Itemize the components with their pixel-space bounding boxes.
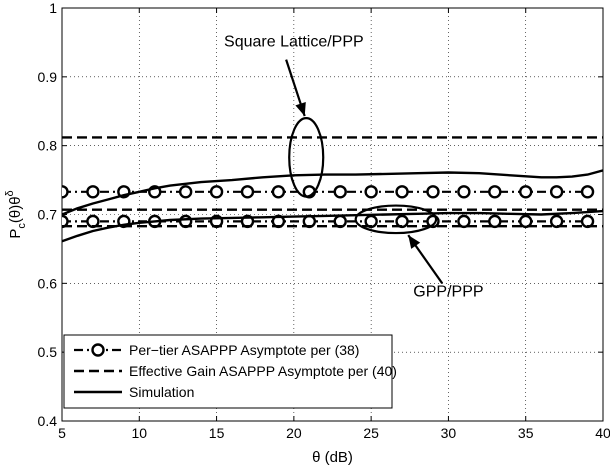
x-tick-label: 30	[441, 425, 457, 441]
y-tick-label: 1	[49, 0, 57, 16]
legend-layer: Per−tier ASAPPP Asymptote per (38) Effect…	[63, 334, 397, 409]
series-0-marker	[488, 214, 502, 229]
legend-label-1: Effective Gain ASAPPP Asymptote per (40)	[129, 363, 397, 379]
x-tick-label: 15	[209, 425, 225, 441]
series-0-marker	[580, 185, 595, 199]
x-tick-label: 5	[58, 425, 66, 441]
series-0-marker	[178, 185, 193, 199]
series-0-marker	[549, 185, 564, 199]
series-0-marker	[395, 185, 409, 199]
series-0-marker	[426, 185, 440, 199]
y-axis-title-sup: δ	[4, 190, 16, 196]
series-2-line-1	[62, 209, 603, 243]
series-0-marker	[364, 185, 378, 199]
series-0-marker	[519, 185, 533, 199]
series-0-marker	[395, 214, 409, 229]
legend-label-2: Simulation	[129, 384, 194, 400]
series-layer	[62, 136, 603, 243]
y-axis-title-sub: c	[16, 223, 28, 229]
series-0-marker	[457, 185, 471, 199]
y-tick-label: 0.5	[38, 344, 58, 360]
annotation-label-1: GPP/PPP	[413, 283, 483, 300]
y-tick-label: 0.6	[38, 275, 58, 291]
series-0-marker	[209, 185, 224, 199]
x-tick-label: 35	[518, 425, 534, 441]
series-0-marker	[86, 185, 100, 199]
series-0-marker	[62, 214, 69, 229]
legend-box	[63, 334, 393, 409]
legend-label-0: Per−tier ASAPPP Asymptote per (38)	[129, 342, 359, 358]
annotation-layer: Square Lattice/PPP GPP/PPP	[224, 34, 484, 301]
series-0-marker	[333, 185, 347, 199]
x-tick-label: 20	[286, 425, 302, 441]
annotation-label-0: Square Lattice/PPP	[224, 34, 364, 51]
series-2-line-0	[62, 169, 603, 216]
series-0-marker	[240, 185, 255, 199]
series-0-marker	[519, 214, 533, 229]
series-0-marker	[488, 185, 502, 199]
annotation-ellipse-1	[354, 204, 438, 235]
annotation-ellipse-0	[288, 117, 325, 198]
y-axis-title: Pc(θ)θδ	[4, 190, 28, 238]
annotation-arrow-head-1	[408, 235, 421, 249]
y-axis-title-part: (θ)θ	[7, 196, 24, 223]
y-tick-label: 0.7	[38, 207, 58, 223]
x-axis-title: θ (dB)	[312, 449, 353, 465]
y-tick-label: 0.9	[38, 69, 58, 85]
x-tick-label: 10	[131, 425, 147, 441]
series-0-marker	[271, 185, 286, 199]
series-0-marker	[62, 185, 69, 199]
label-layer: 5 10 15 20 25 30 35 40 0.4 0.5 0.6 0.7 0.8 0.9 1 θ (dB)…	[4, 0, 610, 465]
x-tick-label: 40	[595, 425, 610, 441]
x-tick-label: 25	[363, 425, 379, 441]
y-tick-label: 0.4	[38, 413, 58, 429]
y-tick-label: 0.8	[38, 138, 58, 154]
annotation-arrow-head-0	[295, 102, 306, 117]
series-0-marker	[549, 214, 564, 229]
y-axis-title-part: P	[7, 229, 24, 239]
legend-marker-0	[91, 343, 105, 357]
series-0-marker	[457, 214, 471, 229]
